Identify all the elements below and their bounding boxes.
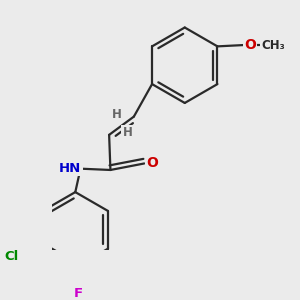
Text: O: O xyxy=(244,38,256,52)
Text: H: H xyxy=(112,107,122,121)
Text: CH₃: CH₃ xyxy=(262,39,285,52)
Text: F: F xyxy=(73,287,83,300)
Text: HN: HN xyxy=(59,162,81,175)
Text: Cl: Cl xyxy=(4,250,19,263)
Text: O: O xyxy=(146,157,158,170)
Text: H: H xyxy=(122,126,132,139)
